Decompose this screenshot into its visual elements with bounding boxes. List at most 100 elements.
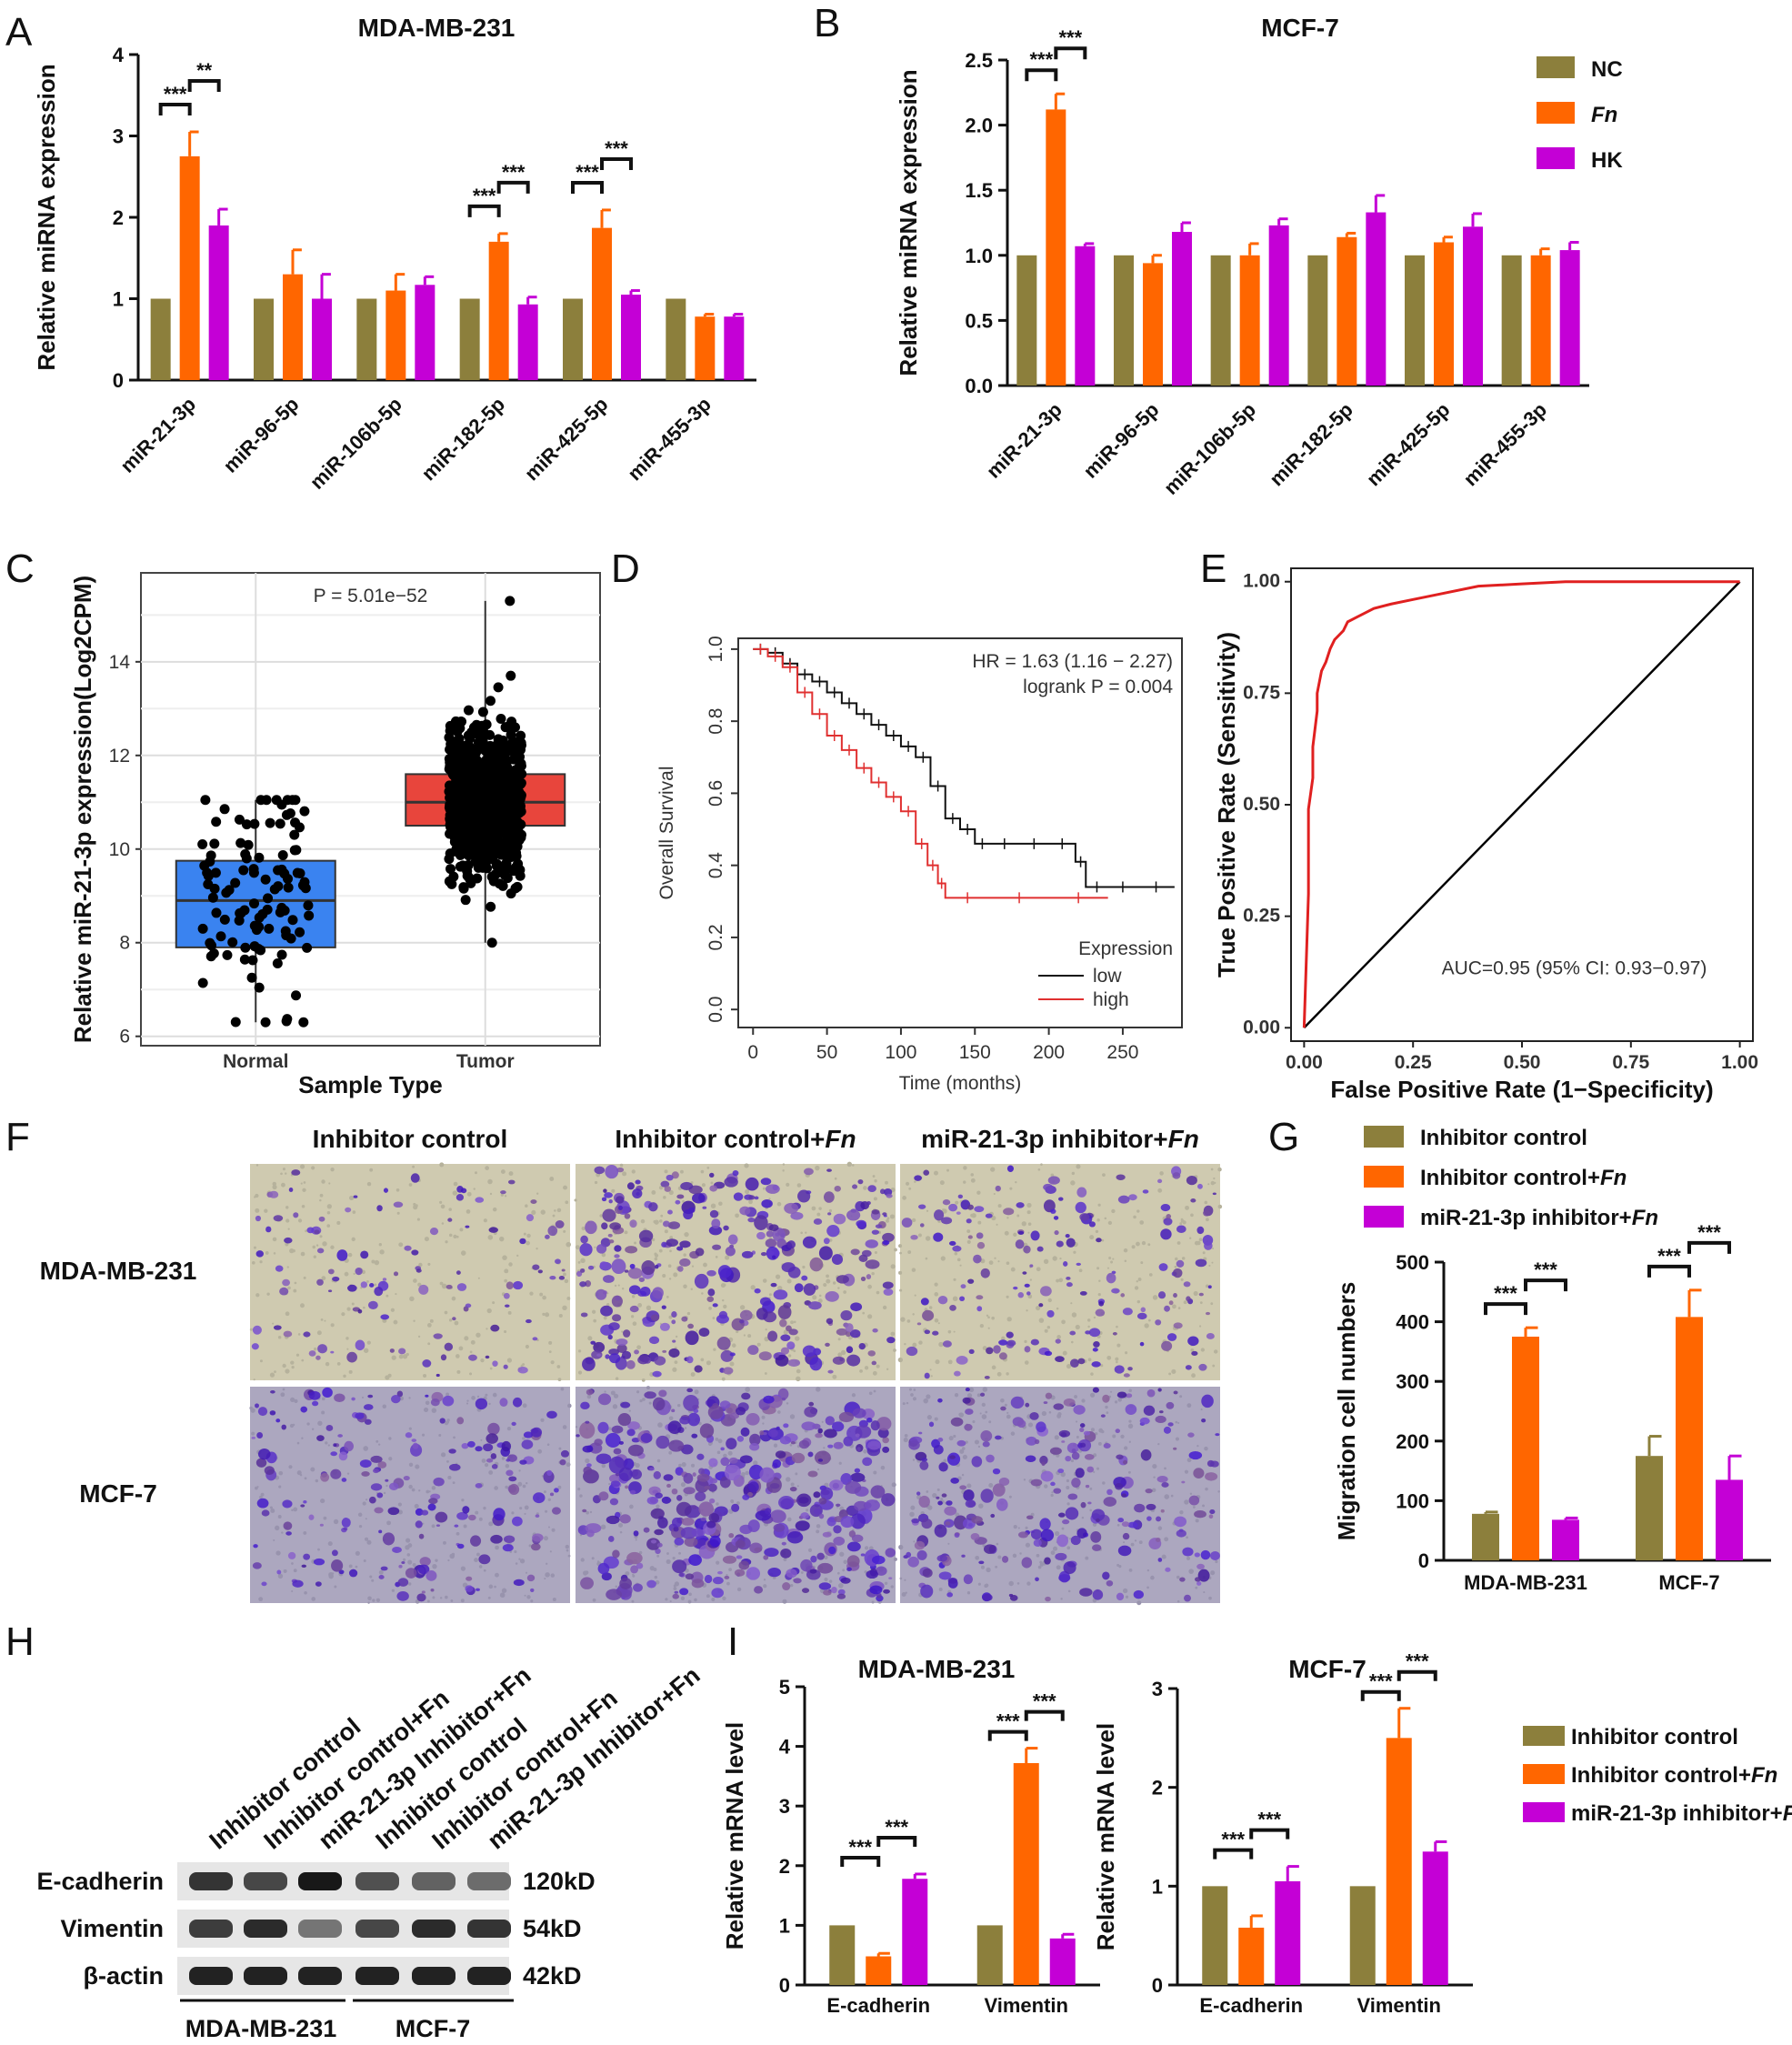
stained-cell [942,1199,951,1206]
data-point [454,813,465,824]
stained-cell [1024,1346,1031,1353]
stained-cell [860,1276,866,1281]
data-point [508,801,519,812]
pore [926,1490,929,1493]
pore [1139,1220,1145,1225]
stained-cell [685,1330,699,1346]
pore [1066,1479,1069,1483]
pore [567,1403,572,1408]
stained-cell [561,1268,566,1272]
pore [1105,1405,1108,1409]
bar-inhibitor-control-fn-1 [1386,1738,1412,1985]
pore [548,1350,552,1354]
legend-label-1: Inhibitor control+Fn [1420,1166,1627,1190]
stained-cell [637,1355,649,1365]
stained-cell [1201,1394,1214,1408]
pore [621,1330,624,1333]
pore [1195,1519,1199,1523]
pore [651,1238,656,1242]
stained-cell [823,1191,835,1203]
pore [469,1350,473,1354]
pore [369,1575,373,1579]
pore [543,1490,546,1494]
stained-cell [683,1487,696,1495]
pore [1081,1398,1086,1403]
stained-cell [967,1278,975,1284]
pore [259,1495,263,1499]
stained-cell [256,1498,269,1509]
stained-cell [675,1467,684,1476]
pore [1051,1491,1054,1494]
pore [1086,1318,1091,1322]
stained-cell [1163,1218,1173,1226]
stained-cell [870,1420,880,1431]
pore [1090,1372,1094,1376]
pore [277,1336,282,1339]
stained-cell [983,1544,996,1554]
stained-cell [606,1515,620,1525]
stained-cell [869,1585,883,1595]
stained-cell [860,1553,866,1557]
stained-cell [523,1431,534,1439]
pore [776,1410,781,1414]
bar-hk-1 [312,298,332,380]
pore [1208,1264,1211,1267]
pore [717,1439,723,1444]
stained-cell [1165,1567,1171,1572]
legend-swatch-hk [1523,1802,1565,1822]
pore [796,1485,799,1488]
pore [312,1245,316,1249]
stained-cell [1030,1338,1039,1346]
pore [674,1581,680,1587]
pore [763,1579,766,1581]
stained-cell [508,1476,517,1482]
pore [379,1249,385,1255]
stained-cell [680,1444,694,1455]
data-point [230,1017,241,1028]
stained-cell [615,1473,620,1477]
pore [654,1575,658,1579]
stained-cell [313,1558,325,1566]
stained-cell [947,1578,958,1584]
stained-cell [300,1406,307,1413]
stained-cell [700,1517,706,1522]
pore [554,1209,556,1212]
stained-cell [508,1483,520,1495]
pore [898,1244,903,1248]
stained-cell [767,1567,782,1578]
pore [1066,1546,1071,1550]
stained-cell [695,1491,706,1502]
pore [398,1354,404,1359]
data-point [493,734,504,745]
significance-label: *** [1406,1650,1429,1673]
data-point [460,895,471,906]
pore [1177,1307,1181,1309]
legend-label-2: miR-21-3p inhibitor+Fn [1420,1206,1658,1230]
pore [395,1293,397,1296]
pore [1159,1171,1164,1176]
pore [1186,1403,1192,1408]
pore [1025,1542,1031,1548]
chart-title: MCF-7 [1261,14,1339,42]
x-tick-label: 0.75 [1612,1052,1649,1073]
pore [1024,1360,1029,1365]
diagonal-reference [1303,580,1741,1029]
stained-cell [840,1473,853,1486]
data-point [197,839,208,850]
pore [954,1393,959,1398]
pore [487,1178,493,1185]
x-tick-label: miR-182-5p [1265,398,1357,491]
stained-cell [990,1513,996,1519]
pore [300,1251,305,1257]
pore [366,1280,369,1283]
pore [1059,1257,1062,1260]
stained-cell [255,1250,264,1258]
pore [518,1558,521,1560]
stained-cell [818,1513,825,1519]
stained-cell [802,1236,817,1248]
pore [524,1594,526,1597]
pore [1036,1267,1041,1272]
bar-fn-3 [1336,236,1357,386]
stained-cell [596,1453,612,1464]
x-tick-label: E-cadherin [826,1994,930,2017]
